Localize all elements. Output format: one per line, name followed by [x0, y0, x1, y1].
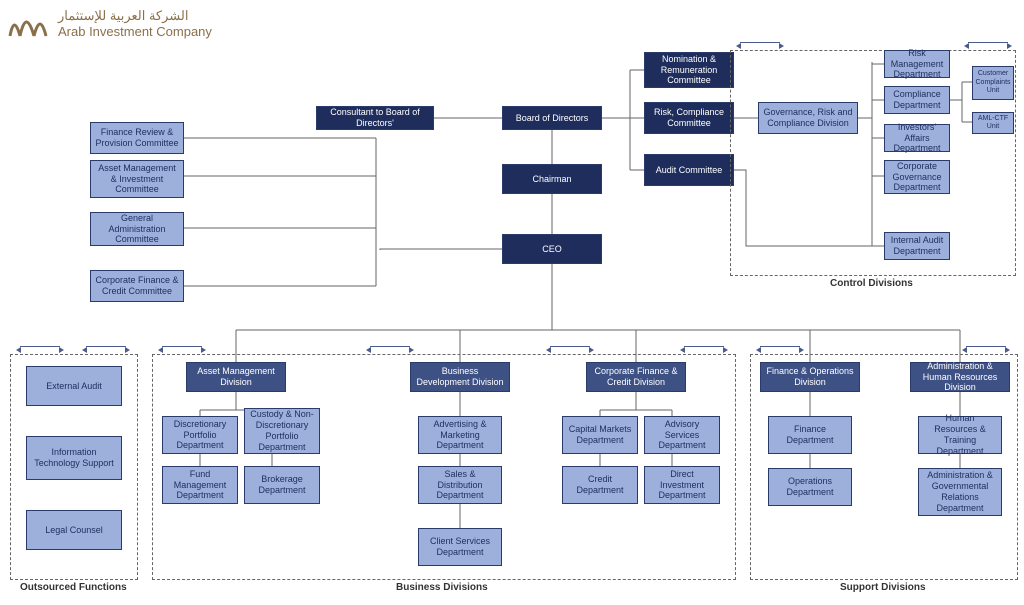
- node-admin-gov-rel: Administration & Governmental Relations …: [918, 468, 1002, 516]
- node-amd: Asset Management Division: [186, 362, 286, 392]
- node-adv-mkt: Advertising & Marketing Department: [418, 416, 502, 454]
- label-control-divisions: Control Divisions: [830, 278, 913, 289]
- node-legal-counsel: Legal Counsel: [26, 510, 122, 550]
- node-compliance: Compliance Department: [884, 86, 950, 114]
- node-credit: Credit Department: [562, 466, 638, 504]
- node-brokerage: Brokerage Department: [244, 466, 320, 504]
- label-business-divisions: Business Divisions: [396, 582, 488, 593]
- node-hr-training: Human Resources & Training Department: [918, 416, 1002, 454]
- node-risk-mgmt: Risk Management Department: [884, 50, 950, 78]
- logo-text: الشركة العربية للإستثمار Arab Investment…: [58, 8, 212, 39]
- node-external-audit: External Audit: [26, 366, 122, 406]
- node-risk-compliance: Risk, Compliance Committee: [644, 102, 734, 134]
- node-internal-audit: Internal Audit Department: [884, 232, 950, 260]
- node-custody: Custody & Non-Discretionary Portfolio De…: [244, 408, 320, 454]
- node-fund-mgmt: Fund Management Department: [162, 466, 238, 504]
- node-consultant: Consultant to Board of Directors': [316, 106, 434, 130]
- node-board-of-directors: Board of Directors: [502, 106, 602, 130]
- node-audit-committee: Audit Committee: [644, 154, 734, 186]
- node-client-svc: Client Services Department: [418, 528, 502, 566]
- node-fod: Finance & Operations Division: [760, 362, 860, 392]
- node-bdd: Business Development Division: [410, 362, 510, 392]
- node-ceo: CEO: [502, 234, 602, 264]
- label-outsourced: Outsourced Functions: [20, 582, 127, 593]
- node-cfcd: Corporate Finance & Credit Division: [586, 362, 686, 392]
- node-aml-ctf: AML-CTF Unit: [972, 112, 1014, 134]
- node-asset-investment: Asset Management & Investment Committee: [90, 160, 184, 198]
- node-operations-dept: Operations Department: [768, 468, 852, 506]
- node-it-support: Information Technology Support: [26, 436, 122, 480]
- node-disc-portfolio: Discretionary Portfolio Department: [162, 416, 238, 454]
- logo-english: Arab Investment Company: [58, 24, 212, 39]
- node-advisory: Advisory Services Department: [644, 416, 720, 454]
- label-support-divisions: Support Divisions: [840, 582, 926, 593]
- node-ahrd: Administration & Human Resources Divisio…: [910, 362, 1010, 392]
- node-nomination-remuneration: Nomination & Remuneration Committee: [644, 52, 734, 88]
- node-finance-dept: Finance Department: [768, 416, 852, 454]
- node-investors-affairs: Investors' Affairs Department: [884, 124, 950, 152]
- node-direct-inv: Direct Investment Department: [644, 466, 720, 504]
- logo-arabic: الشركة العربية للإستثمار: [58, 8, 212, 24]
- node-sales-dist: Sales & Distribution Department: [418, 466, 502, 504]
- node-corporate-finance-comm: Corporate Finance & Credit Committee: [90, 270, 184, 302]
- node-chairman: Chairman: [502, 164, 602, 194]
- node-customer-complaints: Customer Complaints Unit: [972, 66, 1014, 100]
- logo-mark: [6, 6, 52, 40]
- node-finance-review: Finance Review & Provision Committee: [90, 122, 184, 154]
- node-general-admin: General Administration Committee: [90, 212, 184, 246]
- node-cap-markets: Capital Markets Department: [562, 416, 638, 454]
- node-corp-gov: Corporate Governance Department: [884, 160, 950, 194]
